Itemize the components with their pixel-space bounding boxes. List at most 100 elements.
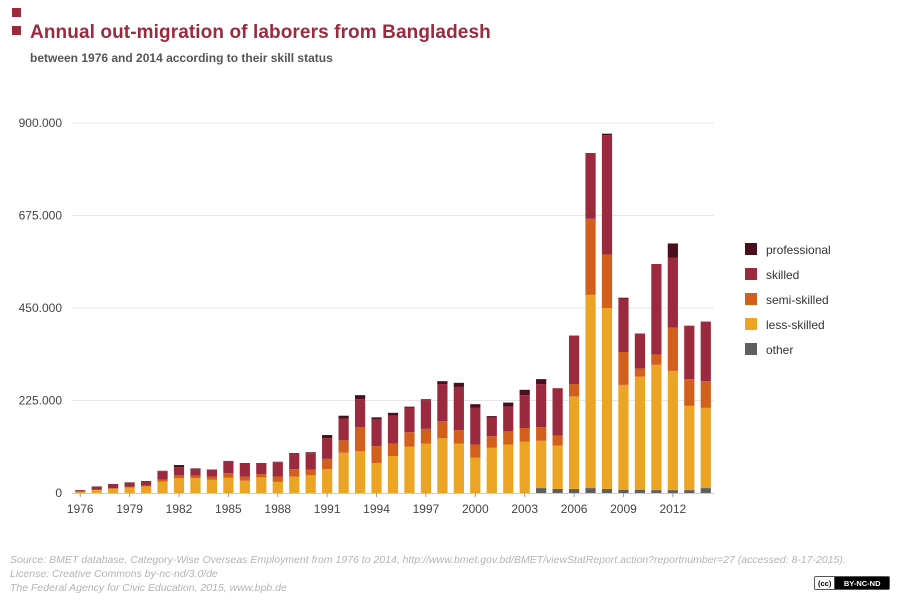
- legend-swatch-less_skilled[interactable]: [745, 318, 757, 330]
- bar-semi_skilled-1982[interactable]: [173, 475, 185, 479]
- bar-other-2014[interactable]: [700, 488, 711, 493]
- bar-less_skilled-2005[interactable]: [552, 445, 563, 489]
- bar-skilled-1993[interactable]: [354, 399, 366, 428]
- bar-skilled-1979[interactable]: [124, 482, 135, 487]
- legend-swatch-professional[interactable]: [745, 243, 757, 255]
- bar-less_skilled-2003[interactable]: [519, 441, 530, 493]
- bar-skilled-1988[interactable]: [272, 462, 283, 477]
- legend-swatch-semi_skilled[interactable]: [745, 293, 757, 305]
- bar-less_skilled-1995[interactable]: [387, 456, 399, 493]
- bar-skilled-1996[interactable]: [404, 407, 415, 433]
- bar-semi_skilled-1995[interactable]: [387, 443, 399, 456]
- bar-less_skilled-1984[interactable]: [206, 479, 218, 493]
- bar-skilled-1983[interactable]: [190, 468, 201, 476]
- bar-professional-1998[interactable]: [437, 381, 448, 385]
- bar-semi_skilled-1986[interactable]: [239, 476, 250, 481]
- bar-semi_skilled-2006[interactable]: [568, 384, 580, 397]
- bar-semi_skilled-1989[interactable]: [289, 469, 300, 477]
- bar-less_skilled-2013[interactable]: [684, 405, 695, 491]
- bar-skilled-2005[interactable]: [552, 388, 563, 436]
- bar-skilled-2001[interactable]: [486, 417, 497, 437]
- bar-skilled-1985[interactable]: [223, 461, 234, 474]
- bar-semi_skilled-2002[interactable]: [503, 431, 514, 445]
- bar-less_skilled-1978[interactable]: [108, 488, 119, 493]
- bar-less_skilled-1991[interactable]: [322, 469, 333, 493]
- bar-less_skilled-1989[interactable]: [289, 476, 300, 493]
- bar-less_skilled-2000[interactable]: [470, 457, 481, 493]
- legend-label-semi_skilled[interactable]: semi-skilled: [766, 293, 829, 307]
- bar-semi_skilled-1988[interactable]: [272, 476, 283, 482]
- bar-skilled-1978[interactable]: [108, 484, 119, 489]
- bar-skilled-1990[interactable]: [305, 453, 316, 470]
- bar-professional-2012[interactable]: [667, 243, 678, 258]
- bar-other-2013[interactable]: [684, 490, 695, 493]
- bar-professional-1999[interactable]: [453, 382, 464, 387]
- bar-professional-2000[interactable]: [470, 404, 481, 408]
- bar-semi_skilled-2009[interactable]: [618, 351, 629, 385]
- bar-less_skilled-1988[interactable]: [272, 481, 283, 493]
- bar-skilled-1991[interactable]: [322, 438, 333, 459]
- bar-semi_skilled-2000[interactable]: [470, 444, 481, 458]
- bar-semi_skilled-1979[interactable]: [124, 486, 135, 488]
- bar-semi_skilled-2013[interactable]: [684, 379, 695, 406]
- bar-semi_skilled-2001[interactable]: [486, 436, 497, 448]
- bar-skilled-1994[interactable]: [371, 419, 382, 447]
- bar-semi_skilled-2011[interactable]: [651, 354, 662, 365]
- bar-less_skilled-1977[interactable]: [91, 490, 102, 493]
- bar-professional-1995[interactable]: [387, 412, 399, 416]
- bar-less_skilled-2004[interactable]: [536, 440, 547, 489]
- bar-semi_skilled-2014[interactable]: [700, 381, 711, 408]
- bar-semi_skilled-1994[interactable]: [371, 446, 382, 463]
- bar-professional-1991[interactable]: [322, 435, 333, 439]
- bar-less_skilled-1990[interactable]: [305, 475, 316, 493]
- bar-skilled-1997[interactable]: [420, 400, 432, 429]
- bar-semi_skilled-2012[interactable]: [667, 327, 678, 371]
- legend-label-less_skilled[interactable]: less-skilled: [766, 318, 825, 332]
- bar-skilled-1984[interactable]: [206, 469, 218, 477]
- bar-semi_skilled-2010[interactable]: [634, 368, 646, 377]
- bar-semi_skilled-1993[interactable]: [354, 427, 366, 452]
- bar-skilled-1995[interactable]: [387, 415, 399, 444]
- bar-less_skilled-1980[interactable]: [140, 486, 152, 493]
- bar-other-2010[interactable]: [634, 489, 646, 493]
- bar-semi_skilled-1992[interactable]: [338, 440, 349, 453]
- bar-professional-2008[interactable]: [601, 133, 613, 136]
- bar-skilled-2010[interactable]: [634, 333, 646, 369]
- bar-other-2004[interactable]: [536, 488, 547, 493]
- bar-less_skilled-1986[interactable]: [239, 480, 250, 493]
- bar-professional-2002[interactable]: [503, 402, 514, 407]
- legend-swatch-other[interactable]: [745, 343, 757, 355]
- bar-less_skilled-1987[interactable]: [256, 477, 267, 493]
- legend-swatch-skilled[interactable]: [745, 268, 757, 280]
- bar-skilled-2009[interactable]: [618, 298, 629, 352]
- bar-skilled-2008[interactable]: [601, 135, 613, 255]
- bar-skilled-1982[interactable]: [173, 467, 185, 476]
- bar-skilled-1998[interactable]: [437, 384, 448, 422]
- bar-less_skilled-1998[interactable]: [437, 438, 448, 493]
- bar-professional-1993[interactable]: [354, 395, 366, 400]
- bar-other-2009[interactable]: [618, 489, 629, 493]
- bar-semi_skilled-1998[interactable]: [437, 421, 448, 439]
- bar-professional-2004[interactable]: [536, 379, 547, 385]
- bar-semi_skilled-1996[interactable]: [404, 432, 415, 447]
- bar-professional-1997[interactable]: [420, 399, 432, 401]
- bar-less_skilled-1993[interactable]: [354, 451, 366, 493]
- bar-other-2008[interactable]: [601, 488, 613, 493]
- bar-semi_skilled-1981[interactable]: [157, 479, 168, 482]
- bar-professional-1992[interactable]: [338, 415, 349, 419]
- bar-semi_skilled-1999[interactable]: [453, 430, 464, 444]
- bar-semi_skilled-2004[interactable]: [536, 427, 547, 441]
- bar-other-2007[interactable]: [585, 488, 596, 493]
- bar-less_skilled-2002[interactable]: [503, 444, 514, 493]
- bar-less_skilled-1996[interactable]: [404, 446, 415, 493]
- bar-skilled-2012[interactable]: [667, 257, 678, 328]
- bar-other-2011[interactable]: [651, 490, 662, 493]
- bar-semi_skilled-1980[interactable]: [140, 485, 152, 487]
- bar-less_skilled-2001[interactable]: [486, 447, 497, 493]
- bar-skilled-1981[interactable]: [157, 471, 168, 480]
- bar-less_skilled-2010[interactable]: [634, 376, 646, 490]
- bar-less_skilled-1992[interactable]: [338, 452, 349, 493]
- bar-professional-2009[interactable]: [618, 297, 629, 299]
- bar-semi_skilled-1990[interactable]: [305, 469, 316, 476]
- bar-semi_skilled-2007[interactable]: [585, 218, 596, 295]
